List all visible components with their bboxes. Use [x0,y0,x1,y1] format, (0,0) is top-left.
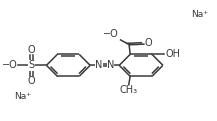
Text: O: O [144,38,152,48]
Text: OH: OH [166,49,181,59]
Text: −O: −O [2,60,17,70]
Text: O: O [28,45,35,55]
Text: −O: −O [103,29,119,39]
Text: N: N [95,60,103,70]
Text: O: O [28,76,35,86]
Text: N: N [107,60,114,70]
Text: Na⁺: Na⁺ [14,92,31,101]
Text: S: S [28,60,35,70]
Text: Na⁺: Na⁺ [191,10,208,19]
Text: CH₃: CH₃ [119,85,137,95]
